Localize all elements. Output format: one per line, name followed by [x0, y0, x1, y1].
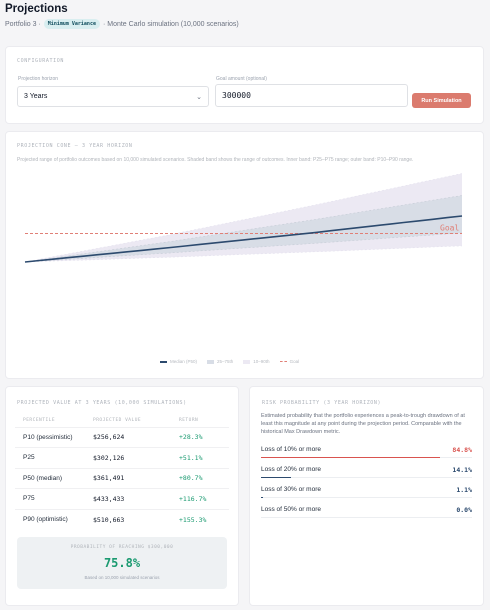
table-row: P90 (optimistic) $510,663 +155.3% [15, 508, 229, 530]
return-cell: +51.1% [179, 447, 229, 468]
col-header-percentile: PERCENTILE [23, 417, 56, 423]
horizon-select[interactable]: 3 Years ⌄ [17, 86, 209, 107]
projection-cone-card: PROJECTION CONE — 3 YEAR HORIZON Project… [5, 131, 484, 379]
return-cell: +116.7% [179, 488, 229, 509]
drawdown-bar-track [261, 497, 472, 498]
drawdown-row-value: 1.1% [456, 486, 472, 494]
goal-probability-note: Based on 10,000 simulated scenarios [84, 575, 160, 580]
percentile-cell: P50 (median) [15, 467, 93, 489]
return-cell: +155.3% [179, 508, 229, 530]
drawdown-bar-track [261, 517, 472, 518]
simulation-description: · Monte Carlo simulation (10,000 scenari… [102, 20, 239, 28]
drawdown-row-label: Loss of 10% or more [261, 446, 321, 453]
projected-value-cell: $302,126 [93, 447, 179, 468]
drawdown-row-label: Loss of 50% or more [261, 506, 321, 513]
col-header-value: PROJECTED VALUE [93, 417, 142, 423]
strategy-badge: Minimum Variance [43, 19, 100, 29]
table-row: P10 (pessimistic) $256,624 +28.3% [15, 426, 229, 448]
goal-probability-label: PROBABILITY OF REACHING $300,000 [70, 545, 174, 550]
projected-value-cell: $510,663 [93, 508, 179, 530]
table-row: P50 (median) $361,491 +80.7% [15, 467, 229, 489]
table-row: P75 $433,433 +116.7% [15, 488, 229, 509]
projected-value-cell: $361,491 [93, 467, 179, 489]
drawdown-risk-card: RISK PROBABILITY (3 YEAR HORIZON) [249, 386, 484, 606]
drawdown-bar-fill [261, 457, 440, 458]
horizon-label: Projection horizon [18, 76, 59, 82]
drawdown-bar-fill [261, 497, 264, 498]
table-row: P25 $302,126 +51.1% [15, 447, 229, 468]
drawdown-row-label: Loss of 20% or more [261, 466, 321, 473]
percentile-cell: P90 (optimistic) [15, 508, 93, 530]
goal-amount-label: Goal amount (optional) [216, 76, 267, 82]
table-header-row: PERCENTILE PROJECTED VALUE RETURN [15, 414, 229, 427]
drawdown-row-label: Loss of 30% or more [261, 486, 321, 493]
goal-probability-value: 75.8% [103, 556, 141, 570]
drawdown-section-label: RISK PROBABILITY (3 YEAR HORIZON) [262, 400, 382, 406]
page-title: Projections [5, 3, 68, 15]
drawdown-bar-track [261, 477, 472, 478]
legend-item-inner-band: 25–75th [207, 359, 233, 364]
drawdown-description: Estimated probability that the portfolio… [261, 413, 465, 435]
horizon-value: 3 Years [24, 93, 48, 100]
percentile-table: PERCENTILE PROJECTED VALUE RETURN P10 (p… [15, 414, 229, 530]
goal-probability-box: PROBABILITY OF REACHING $300,000 75.8% B… [17, 537, 227, 589]
run-simulation-button[interactable]: Run Simulation [412, 93, 471, 108]
configuration-card: CONFIGURATION Projection horizon 3 Years… [5, 46, 484, 124]
percentile-cell: P75 [15, 488, 93, 509]
projected-value-section-label: PROJECTED VALUE AT 3 YEARS (10,000 SIMUL… [17, 400, 187, 406]
drawdown-bar-fill [261, 477, 291, 478]
drawdown-row-value: 14.1% [452, 466, 472, 474]
chevron-down-icon: ⌄ [196, 94, 202, 101]
goal-amount-input[interactable]: 300000 [215, 84, 408, 107]
projected-value-cell: $433,433 [93, 488, 179, 509]
configuration-section-label: CONFIGURATION [17, 58, 64, 64]
drawdown-row-value: 0.0% [456, 506, 472, 514]
drawdown-row-value: 84.8% [452, 446, 472, 454]
page-subtitle: Portfolio 3 · Minimum Variance · Monte C… [5, 19, 239, 29]
portfolio-name: Portfolio 3 · [5, 20, 41, 28]
projected-value-cell: $256,624 [93, 426, 179, 448]
cone-description: Projected range of portfolio outcomes ba… [17, 157, 414, 163]
percentile-cell: P25 [15, 447, 93, 468]
cone-section-label: PROJECTION CONE — 3 YEAR HORIZON [17, 143, 133, 149]
return-cell: +80.7% [179, 467, 229, 489]
legend-item-outer-band: 10–90th [243, 359, 270, 364]
legend-item-median: Median (P50) [160, 359, 197, 364]
chart-legend: Median (P50) 25–75th 10–90th Goal [160, 359, 299, 364]
return-cell: +28.3% [179, 426, 229, 448]
goal-amount-value: 300000 [222, 91, 251, 100]
percentile-cell: P10 (pessimistic) [15, 426, 93, 448]
col-header-return: RETURN [179, 417, 199, 423]
legend-item-goal: Goal [279, 359, 299, 364]
